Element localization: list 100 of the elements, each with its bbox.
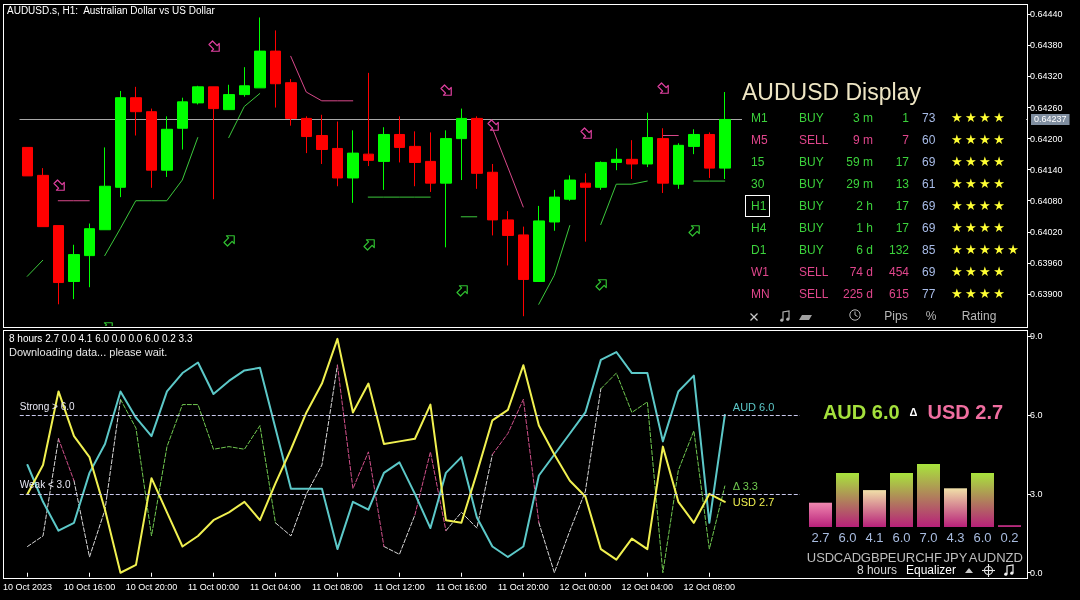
annotation: SELL: [799, 264, 829, 280]
candlestick: [301, 115, 312, 154]
candlestick: [270, 29, 281, 109]
annotation: 17: [895, 154, 909, 170]
x-tick-label: CAD: [833, 550, 862, 565]
candlestick: [223, 84, 235, 111]
x-tick-label: 12 Oct 00:00: [559, 581, 612, 592]
annotation: ★★★★: [951, 286, 1008, 302]
annotation: 1 h: [856, 220, 873, 236]
x-tick-label: 12 Oct 08:00: [683, 581, 736, 592]
series-label: USD 2.7: [732, 495, 775, 508]
annotation: 73: [922, 110, 936, 126]
candlestick: [533, 205, 545, 283]
annotation: 225 d: [842, 286, 873, 302]
annotation: %: [925, 308, 937, 324]
candlestick: [347, 129, 359, 204]
annotation: 6 d: [856, 242, 873, 258]
candlestick: [332, 121, 343, 187]
x-tick-label: 11 Oct 12:00: [373, 581, 425, 592]
x-tick-label: 11 Oct 08:00: [312, 581, 363, 592]
y-tick-label: 0.64140: [1030, 164, 1063, 175]
annotation: D1: [751, 242, 767, 258]
annotation: Equalizer: [905, 563, 956, 577]
x-tick-label: 11 Oct 00:00: [188, 581, 239, 592]
annotation: 30: [751, 176, 765, 192]
chart-title: AUDUSD.s, H1: Australian Dollar vs US Dollar: [7, 4, 216, 16]
annotation: ★★★★: [951, 198, 1008, 214]
x-tick-label: 11 Oct 16:00: [435, 581, 487, 592]
candlestick: [130, 86, 142, 137]
annotation: BUY: [799, 110, 824, 126]
candlestick: [502, 210, 514, 266]
annotation: BUY: [799, 220, 824, 236]
y-tick-label: 0.0: [1030, 567, 1043, 578]
annotation: 1: [902, 110, 909, 126]
annotation: 77: [922, 286, 936, 302]
chart-title: 8 hours 2.7 0.0 4.1 6.0 0.0 0.0 6.0 0.2 3.3: [9, 332, 193, 344]
x-tick-label: 10 Oct 2023: [2, 581, 53, 592]
annotation: 8 hours: [856, 563, 897, 577]
candlestick: [177, 97, 188, 150]
candlestick: [84, 223, 95, 288]
candlestick: [456, 108, 467, 181]
annotation: ★★★★: [951, 132, 1008, 148]
bar: [809, 502, 832, 527]
annotation: 85: [922, 242, 936, 258]
candlestick: [394, 115, 405, 163]
annotation: 9 m: [852, 132, 873, 148]
candlestick: [161, 115, 173, 178]
annotation: BUY: [799, 242, 824, 258]
annotation: 61: [922, 176, 936, 192]
bar: [863, 490, 886, 527]
annotation: M5: [751, 132, 768, 148]
candlestick: [518, 226, 529, 317]
candlestick: [53, 225, 64, 305]
candlestick: [115, 90, 126, 198]
candlestick: [99, 146, 111, 231]
data-label: 6.0: [973, 530, 992, 545]
data-label: 2.7: [811, 530, 830, 545]
x-tick-label: 10 Oct 16:00: [63, 581, 116, 592]
candlestick: [363, 72, 374, 167]
data-label: 7.0: [919, 530, 938, 545]
x-tick-label: 10 Oct 20:00: [125, 581, 178, 592]
y-tick-label: 0.64020: [1030, 226, 1063, 237]
x-tick-label: GBP: [860, 550, 889, 565]
candlestick: [22, 146, 33, 177]
candlestick: [425, 131, 436, 193]
candlestick: [208, 86, 219, 200]
candlestick: [549, 189, 560, 232]
data-label: 4.1: [865, 530, 884, 545]
annotation: 15: [751, 154, 765, 170]
x-tick-label: NZD: [996, 550, 1023, 565]
annotation: ★★★★: [951, 176, 1008, 192]
annotation: 13: [895, 176, 909, 192]
candlestick: [487, 163, 498, 236]
candlestick: [409, 130, 421, 187]
candlestick: [580, 172, 591, 243]
series-label: AUD 6.0: [732, 401, 775, 414]
candlestick: [673, 142, 684, 190]
candlestick: [378, 126, 390, 191]
candlestick: [239, 66, 250, 98]
candlestick: [626, 139, 638, 180]
annotation: 60: [922, 132, 936, 148]
annotation: Rating: [961, 308, 997, 324]
annotation: 69: [922, 264, 936, 280]
data-label: 6.0: [838, 530, 857, 545]
x-tick-label: 11 Oct 04:00: [250, 581, 301, 592]
annotation: 69: [922, 220, 936, 236]
annotation: 74 d: [849, 264, 873, 280]
candlestick: [704, 131, 715, 179]
data-label: 6.0: [892, 530, 911, 545]
chart-title: AUD 6.0 Δ USD 2.7: [822, 401, 1004, 423]
candlestick: [440, 129, 452, 248]
candlestick: [657, 127, 669, 194]
y-tick-label: 3.0: [1030, 488, 1043, 499]
annotation: 2 h: [856, 198, 873, 214]
annotation: 132: [888, 242, 909, 258]
annotation: Pips: [884, 308, 908, 324]
y-tick-label: 0.64380: [1030, 40, 1063, 51]
x-tick-label: USD: [806, 550, 835, 565]
annotation: 69: [922, 198, 936, 214]
candlestick: [285, 78, 297, 127]
